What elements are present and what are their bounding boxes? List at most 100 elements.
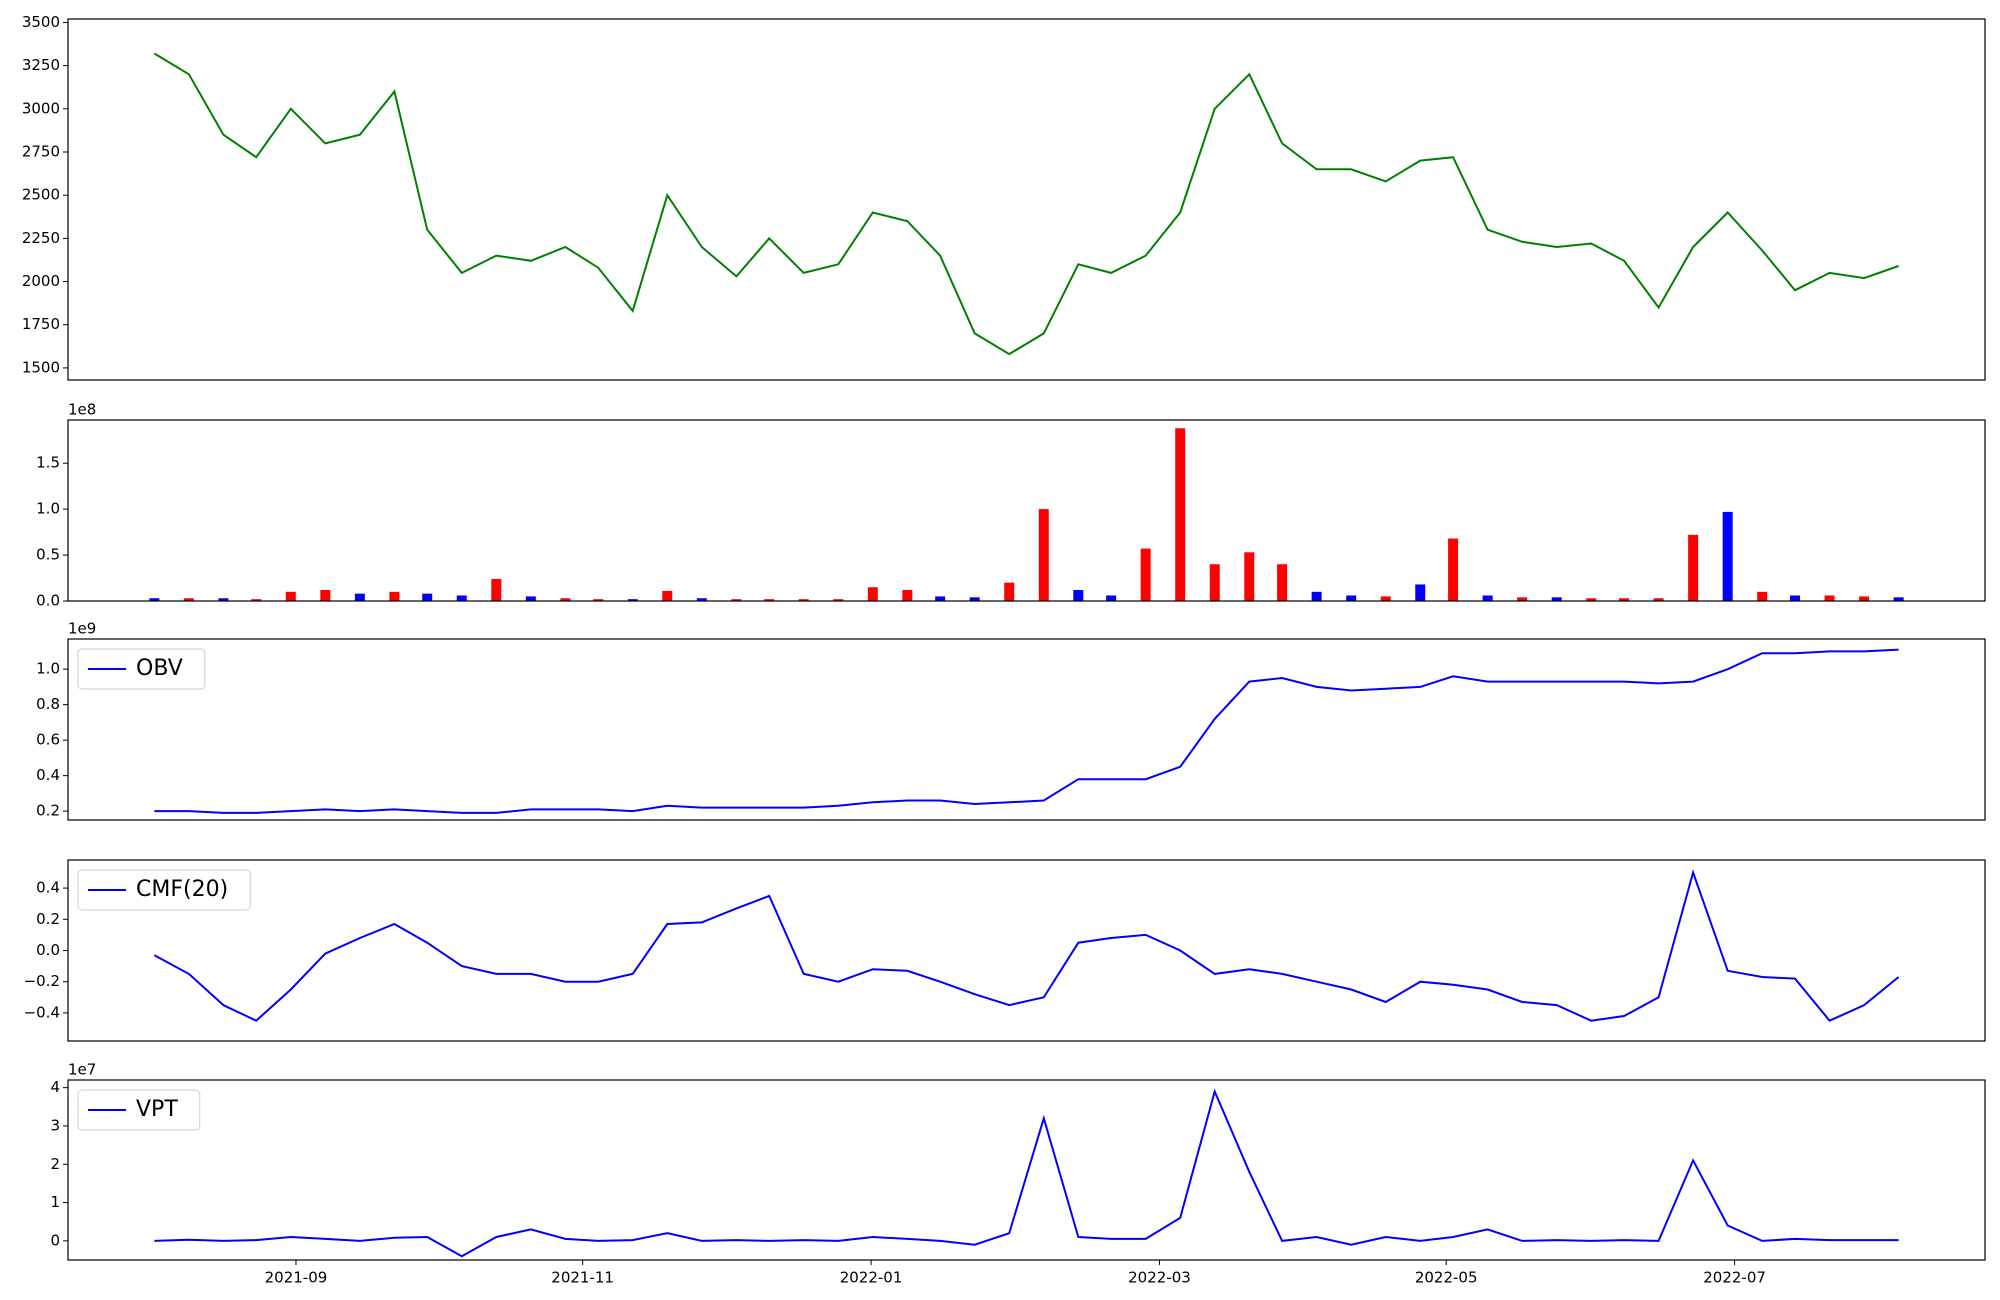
panel: 0.0 0.5 1.0 1.5 1e8 <box>36 401 1986 610</box>
x-tick-label: 2022-05 <box>1415 1269 1478 1287</box>
y-tick-label: 0.0 <box>36 592 60 610</box>
y-tick-label: 1.0 <box>36 500 60 518</box>
bar <box>1586 598 1597 601</box>
bar <box>1004 582 1015 601</box>
axes-frame <box>67 18 1986 381</box>
bar <box>354 593 365 601</box>
bar <box>285 591 296 601</box>
offset-label: 1e9 <box>68 620 96 638</box>
y-tick-label: 2 <box>50 1155 60 1173</box>
bar <box>1757 591 1768 601</box>
bar <box>1893 597 1904 601</box>
bar <box>1311 591 1322 601</box>
bar <box>218 598 229 601</box>
bar <box>560 598 571 601</box>
legend-box <box>77 869 251 911</box>
bar <box>969 597 980 601</box>
x-tick-label: 2022-07 <box>1703 1269 1766 1287</box>
y-tick-label: 0.4 <box>36 879 60 897</box>
bar <box>1824 595 1835 601</box>
y-tick-label: 3500 <box>22 13 60 31</box>
bar <box>1859 596 1870 601</box>
legend-label: CMF(20) <box>136 877 228 902</box>
y-tick-label: −0.2 <box>24 972 60 990</box>
bar <box>422 593 433 601</box>
legend-box <box>77 1089 201 1131</box>
y-tick-label: 2750 <box>22 143 60 161</box>
legend-label: OBV <box>136 656 183 681</box>
bar <box>149 598 160 601</box>
bar <box>1619 598 1630 601</box>
bar <box>593 599 604 601</box>
y-tick-label: 1.0 <box>36 660 60 678</box>
bar <box>183 598 194 601</box>
bar <box>1106 595 1117 601</box>
legend: CMF(20) <box>77 869 251 911</box>
bar <box>1038 509 1049 601</box>
y-tick-label: 0.0 <box>36 941 60 959</box>
legend: OBV <box>77 648 206 690</box>
panel: 0 1 2 3 4 2021-09 2021-11 2022-01 2022-03 2022-05… <box>50 1061 1986 1287</box>
y-tick-label: 0.8 <box>36 695 60 713</box>
bar <box>320 589 331 601</box>
bar <box>1380 596 1391 601</box>
y-tick-label: 2250 <box>22 229 60 247</box>
x-tick-label: 2022-01 <box>840 1269 903 1287</box>
y-tick-label: 1750 <box>22 315 60 333</box>
y-tick-label: 4 <box>50 1078 60 1096</box>
bar <box>1140 548 1151 601</box>
bar <box>1209 564 1220 601</box>
bar <box>798 599 809 601</box>
bar <box>627 599 638 601</box>
x-tick-label: 2021-11 <box>551 1269 614 1287</box>
y-tick-label: 1.5 <box>36 454 60 472</box>
axes-frame <box>67 859 1986 1042</box>
line-series <box>153 52 1899 356</box>
bar <box>1551 597 1562 601</box>
legend: VPT <box>77 1089 201 1131</box>
bar <box>389 591 400 601</box>
bar <box>525 596 536 601</box>
y-tick-label: 1 <box>50 1193 60 1211</box>
bar <box>935 596 946 601</box>
panel: −0.4 −0.2 0.0 0.2 0.4 CMF(20) <box>24 859 1986 1042</box>
y-tick-label: 3250 <box>22 56 60 74</box>
bar <box>1415 584 1426 601</box>
y-tick-label: 3 <box>50 1116 60 1134</box>
bar <box>867 587 878 601</box>
bar <box>491 578 502 601</box>
bar <box>833 599 844 601</box>
axes-frame <box>67 1079 1986 1261</box>
bar <box>1175 428 1186 601</box>
panel: 0.2 0.4 0.6 0.8 1.0 1e9 OBV <box>36 620 1986 821</box>
bar <box>764 599 775 601</box>
y-tick-label: 0.4 <box>36 766 60 784</box>
bar <box>1346 595 1357 601</box>
bar <box>1277 564 1288 601</box>
axes-frame <box>67 638 1986 821</box>
line-series <box>154 648 1899 814</box>
bar <box>662 590 673 601</box>
legend-label: VPT <box>136 1097 178 1122</box>
bar <box>1448 538 1459 601</box>
y-tick-label: 0 <box>50 1231 60 1249</box>
y-tick-label: 2500 <box>22 186 60 204</box>
bar <box>696 598 707 601</box>
y-tick-label: 0.2 <box>36 910 60 928</box>
line-series <box>153 869 1900 1022</box>
offset-label: 1e7 <box>68 1061 96 1079</box>
bar <box>1688 534 1699 601</box>
panel: 1500 1750 2000 2250 2500 2750 3000 3250 3500 <box>22 13 1986 381</box>
y-tick-label: −0.4 <box>24 1003 60 1021</box>
bar <box>1722 511 1733 601</box>
bar <box>251 599 262 601</box>
x-tick-label: 2021-09 <box>265 1269 328 1287</box>
bar <box>1517 597 1528 601</box>
y-tick-label: 0.5 <box>36 546 60 564</box>
bar <box>1073 589 1084 601</box>
line-series <box>154 1088 1899 1258</box>
bar <box>1244 552 1255 601</box>
bar <box>1790 595 1801 601</box>
x-tick-label: 2022-03 <box>1128 1269 1191 1287</box>
